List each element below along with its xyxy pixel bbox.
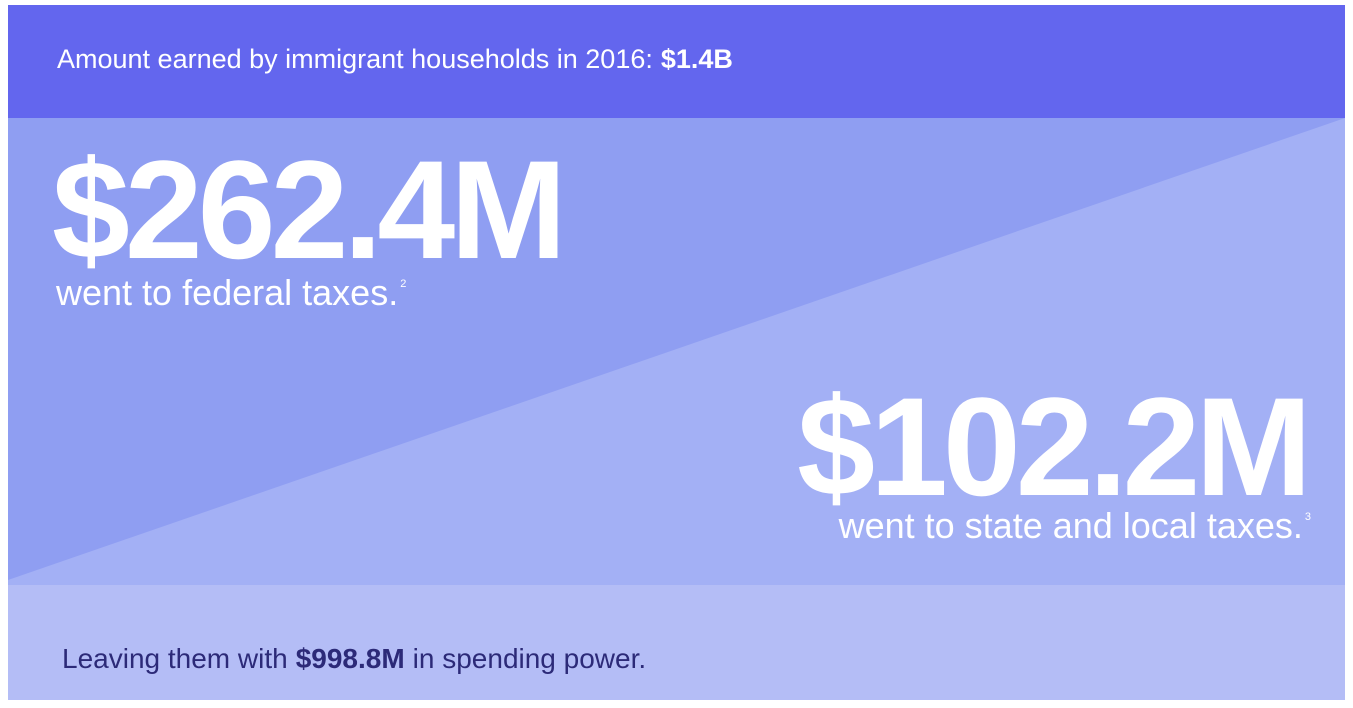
federal-amount: $262.4M — [52, 131, 567, 288]
header-band — [8, 5, 1345, 118]
federal-note: 2 — [400, 278, 407, 290]
footer: Leaving them with $998.8M in spending powe… — [62, 643, 646, 675]
diagonal-shade — [8, 118, 1345, 580]
footer-suffix: in spending power. — [412, 643, 647, 674]
state-amount: $102.2M — [797, 368, 1312, 525]
state-label: went to state and local taxes. — [838, 505, 1303, 546]
header-text: Amount earned by immigrant households in… — [57, 44, 653, 74]
federal-caption: went to federal taxes. 2 — [56, 272, 406, 314]
footer-band — [8, 585, 1345, 700]
footer-amount: $998.8M — [295, 643, 405, 674]
state-caption: went to state and local taxes. 3 — [839, 505, 1311, 547]
header-amount: $1.4B — [660, 44, 733, 74]
state-note: 3 — [1304, 511, 1311, 523]
federal-label: went to federal taxes. — [56, 272, 399, 313]
header: Amount earned by immigrant households in… — [57, 44, 733, 75]
footer-prefix: Leaving them with — [62, 643, 288, 674]
